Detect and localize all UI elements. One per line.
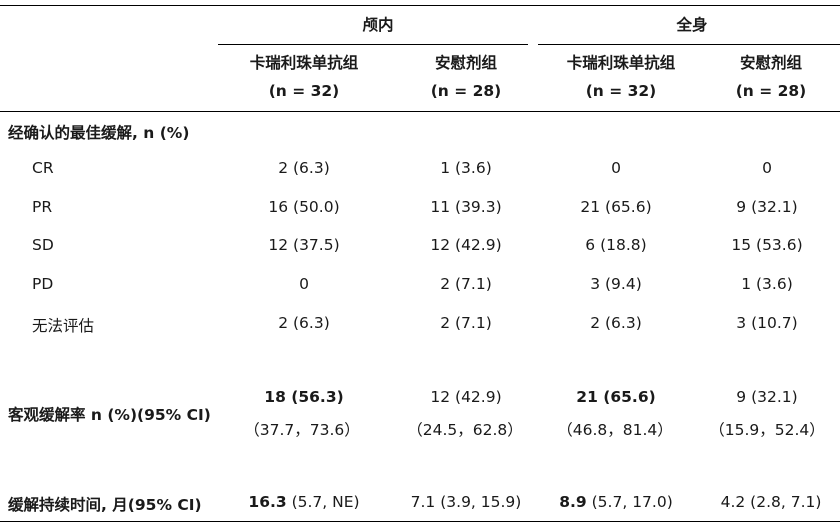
dor-cell-arm1-systemic: 8.9 (5.7, 17.0) <box>559 493 673 511</box>
table-cell: 3 (10.7) <box>736 314 798 332</box>
dor-median: 8.9 <box>559 493 587 511</box>
table-cell: 12 (42.9) <box>430 236 502 254</box>
dor-median: 4.2 <box>720 493 746 511</box>
group-header-systemic: 全身 <box>676 16 708 34</box>
table-cell: 2 (7.1) <box>440 275 492 293</box>
orr-ci-arm2-systemic: （15.9，52.4） <box>709 421 825 439</box>
table-cell: 21 (65.6) <box>580 198 652 216</box>
row-label-pd: PD <box>32 275 54 293</box>
orr-ci-arm1-intracranial: （37.7，73.6） <box>244 421 360 439</box>
col-n-arm1-systemic: (n = 32) <box>585 82 657 100</box>
orr-value-arm1-intracranial: 18 (56.3) <box>264 388 344 406</box>
col-n-arm2-systemic: (n = 28) <box>735 82 807 100</box>
table-cell: 1 (3.6) <box>440 159 492 177</box>
dor-ci: (5.7, NE) <box>286 493 360 511</box>
table-bottom-rule <box>0 521 840 522</box>
row-label-orr: 客观缓解率 n (%)(95% CI) <box>8 406 211 424</box>
group-underline-intracranial <box>218 44 528 45</box>
row-label-dor: 缓解持续时间, 月(95% CI) <box>8 496 202 514</box>
dor-ci: (5.7, 17.0) <box>586 493 673 511</box>
table-cell: 9 (32.1) <box>736 198 798 216</box>
row-label-not-evaluable: 无法评估 <box>32 317 95 335</box>
table-cell: 0 <box>611 159 621 177</box>
dor-cell-arm2-intracranial: 7.1 (3.9, 15.9) <box>411 493 522 511</box>
table-cell: 2 (7.1) <box>440 314 492 332</box>
dor-median: 7.1 <box>410 493 436 511</box>
table-top-rule <box>0 5 840 6</box>
col-header-arm2-systemic: 安慰剂组 <box>739 54 803 72</box>
dor-ci: (3.9, 15.9) <box>435 493 522 511</box>
orr-ci-arm1-systemic: （46.8，81.4） <box>557 421 673 439</box>
table-cell: 2 (6.3) <box>278 159 330 177</box>
table-cell: 3 (9.4) <box>590 275 642 293</box>
orr-value-arm2-intracranial: 12 (42.9) <box>430 388 502 406</box>
orr-value-arm1-systemic: 21 (65.6) <box>576 388 656 406</box>
table-cell: 2 (6.3) <box>278 314 330 332</box>
row-label-sd: SD <box>32 236 54 254</box>
table-cell: 0 <box>762 159 772 177</box>
table-cell: 12 (37.5) <box>268 236 340 254</box>
row-label-pr: PR <box>32 198 53 216</box>
dor-cell-arm2-systemic: 4.2 (2.8, 7.1) <box>721 493 822 511</box>
orr-ci-arm2-intracranial: （24.5，62.8） <box>407 421 523 439</box>
dor-median: 16.3 <box>248 493 287 511</box>
dor-ci: (2.8, 7.1) <box>745 493 822 511</box>
row-label-cr: CR <box>32 159 54 177</box>
section-best-response: 经确认的最佳缓解, n (%) <box>8 124 190 142</box>
col-header-arm1-systemic: 卡瑞利珠单抗组 <box>566 54 676 72</box>
dor-cell-arm1-intracranial: 16.3 (5.7, NE) <box>248 493 359 511</box>
table-cell: 1 (3.6) <box>741 275 793 293</box>
col-header-arm1-intracranial: 卡瑞利珠单抗组 <box>249 54 359 72</box>
table-cell: 15 (53.6) <box>731 236 803 254</box>
col-n-arm2-intracranial: (n = 28) <box>430 82 502 100</box>
orr-value-arm2-systemic: 9 (32.1) <box>736 388 798 406</box>
table-cell: 2 (6.3) <box>590 314 642 332</box>
header-bottom-rule <box>0 111 840 112</box>
table-cell: 11 (39.3) <box>430 198 502 216</box>
table-cell: 6 (18.8) <box>585 236 647 254</box>
table-cell: 16 (50.0) <box>268 198 340 216</box>
col-header-arm2-intracranial: 安慰剂组 <box>434 54 498 72</box>
group-underline-systemic <box>538 44 840 45</box>
col-n-arm1-intracranial: (n = 32) <box>268 82 340 100</box>
table-cell: 0 <box>299 275 309 293</box>
group-header-intracranial: 颅内 <box>362 16 394 34</box>
